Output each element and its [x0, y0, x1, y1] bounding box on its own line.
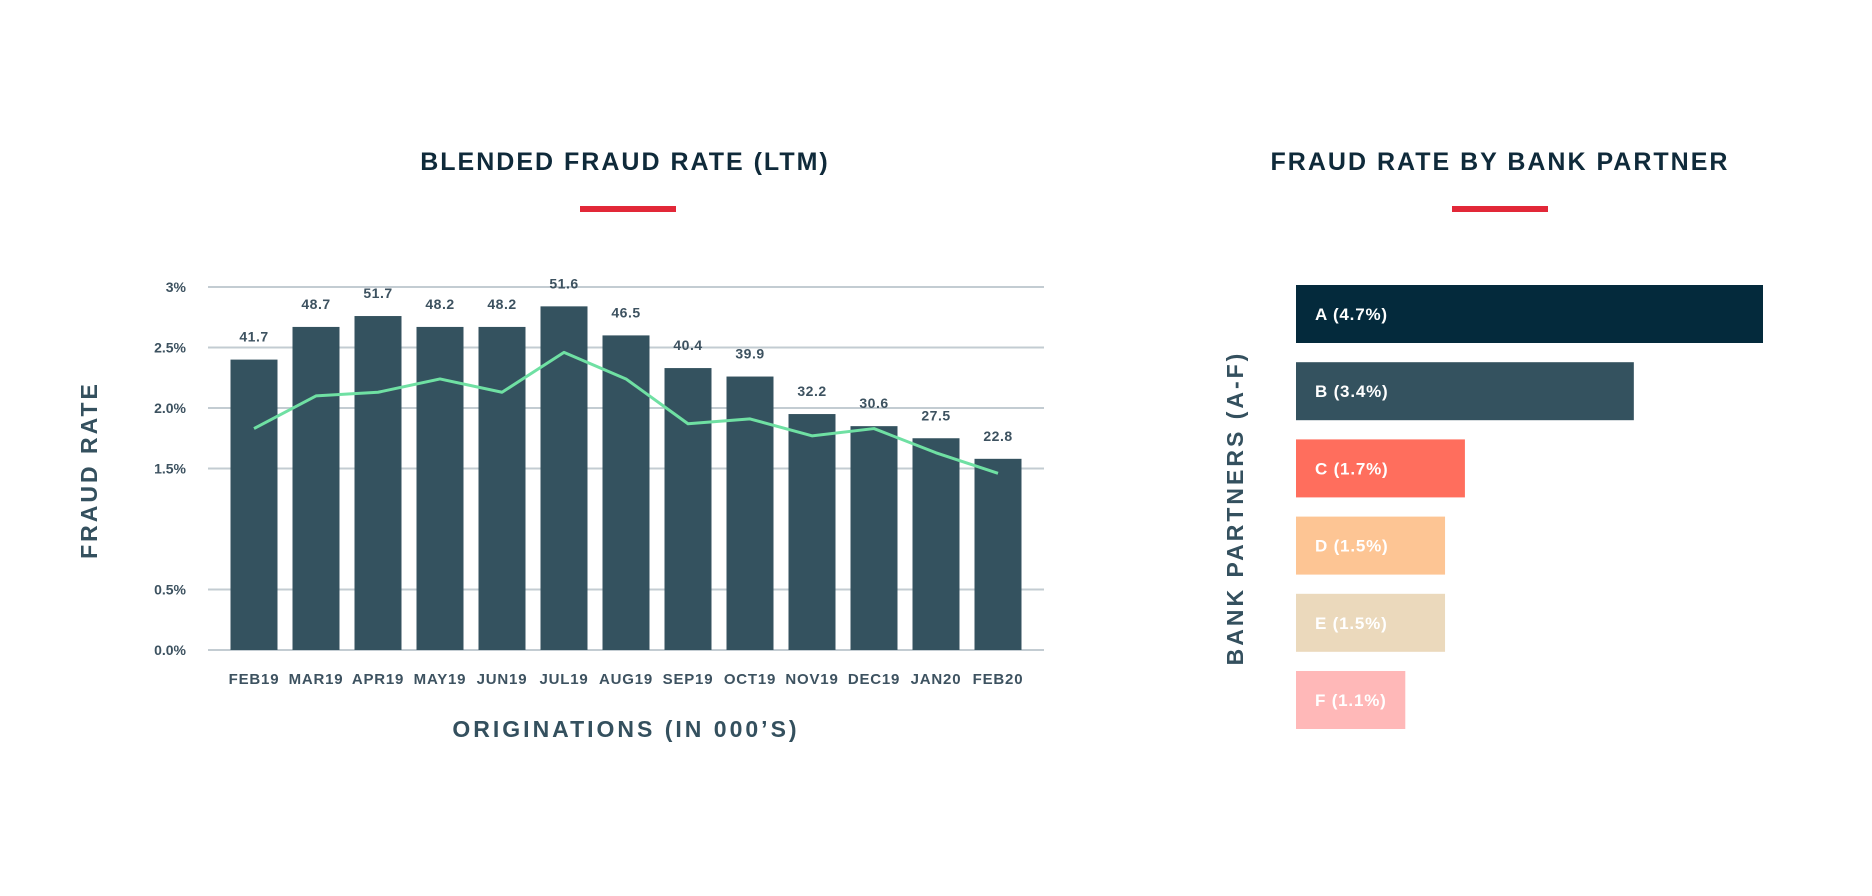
bar-dec19 — [850, 426, 898, 650]
x-tick-label: JUN19 — [477, 671, 528, 688]
bar-may19 — [416, 326, 464, 650]
bank-bar-label: D (1.5%) — [1315, 537, 1388, 556]
bank-bar-3 — [1296, 439, 1465, 498]
bank-bar-1 — [1296, 285, 1763, 343]
bar-data-label: 51.6 — [549, 275, 578, 291]
chart-title-blended-fraud-rate: BLENDED FRAUD RATE (LTM) — [420, 148, 830, 176]
bank-bar-2 — [1296, 362, 1634, 421]
bar-data-label: 48.2 — [487, 296, 516, 312]
bar-jan20 — [912, 438, 960, 650]
bar-data-label: 39.9 — [735, 346, 764, 362]
x-tick-label: DEC19 — [848, 671, 900, 688]
x-tick-label: APR19 — [352, 671, 404, 688]
bank-bar-4 — [1296, 516, 1446, 575]
y-tick-label: 1.5% — [154, 461, 186, 477]
x-tick-label: JAN20 — [911, 671, 962, 688]
bar-data-label: 32.2 — [797, 383, 826, 399]
y-axis-title: BANK PARTNERS (A-F) — [1222, 351, 1248, 666]
bar-data-label: 48.7 — [301, 296, 330, 312]
y-tick-label: 2.5% — [154, 340, 186, 356]
bar-data-label: 51.7 — [363, 285, 392, 301]
title-underline — [1452, 206, 1548, 212]
bank-bar-label: C (1.7%) — [1315, 459, 1388, 478]
x-tick-label: MAY19 — [414, 671, 467, 688]
bar-nov19 — [788, 414, 836, 650]
bank-bar-6 — [1296, 671, 1406, 729]
y-axis-title: FRAUD RATE — [76, 381, 102, 559]
y-tick-label: 3% — [166, 279, 187, 295]
fraud-rate-by-bank-chart: A (4.7%) B (3.4%) C (1.7%) D (1.5%) E (1.5%)… — [1222, 285, 1763, 729]
title-underline — [580, 206, 676, 212]
bar-data-label: 46.5 — [611, 304, 640, 320]
chart-title-fraud-by-bank: FRAUD RATE BY BANK PARTNER — [1270, 148, 1730, 176]
bank-bar-label: F (1.1%) — [1315, 691, 1387, 710]
bar-feb19 — [230, 359, 278, 650]
x-tick-label: JUL19 — [539, 671, 588, 688]
x-tick-label: SEP19 — [663, 671, 714, 688]
y-tick-label: 0.0% — [154, 642, 186, 658]
bar-aug19 — [602, 335, 650, 650]
x-tick-label: FEB20 — [973, 671, 1024, 688]
bar-apr19 — [354, 316, 402, 650]
x-axis-title: ORIGINATIONS (IN 000’S) — [452, 716, 799, 742]
bar-data-label: 41.7 — [239, 329, 268, 345]
x-tick-label: AUG19 — [599, 671, 653, 688]
bar-data-label: 48.2 — [425, 296, 454, 312]
fraud-rate-line — [253, 350, 999, 475]
bar-jun19 — [478, 326, 526, 650]
y-tick-label: 2.0% — [154, 400, 186, 416]
x-tick-label: MAR19 — [289, 671, 344, 688]
bar-sep19 — [664, 368, 712, 650]
y-tick-label: 0.5% — [154, 582, 186, 598]
bar-data-label: 40.4 — [673, 337, 702, 353]
blended-fraud-rate-chart: 0.0% 0.5% 1.5% 2.0% 2.5% 3% 41.7 FEB19 48.7 MAR19… — [76, 275, 1044, 742]
bar-data-label: 30.6 — [859, 395, 888, 411]
bar-data-label: 22.8 — [983, 428, 1012, 444]
x-tick-label: OCT19 — [724, 671, 776, 688]
bar-mar19 — [292, 326, 340, 650]
bank-bar-5 — [1296, 593, 1446, 652]
x-tick-label: FEB19 — [229, 671, 280, 688]
bank-bar-label: B (3.4%) — [1315, 382, 1388, 401]
bar-feb20 — [974, 458, 1022, 650]
bank-bar-label: A (4.7%) — [1315, 305, 1388, 324]
bar-data-label: 27.5 — [921, 407, 950, 423]
bank-bar-label: E (1.5%) — [1315, 614, 1388, 633]
x-tick-label: NOV19 — [785, 671, 838, 688]
